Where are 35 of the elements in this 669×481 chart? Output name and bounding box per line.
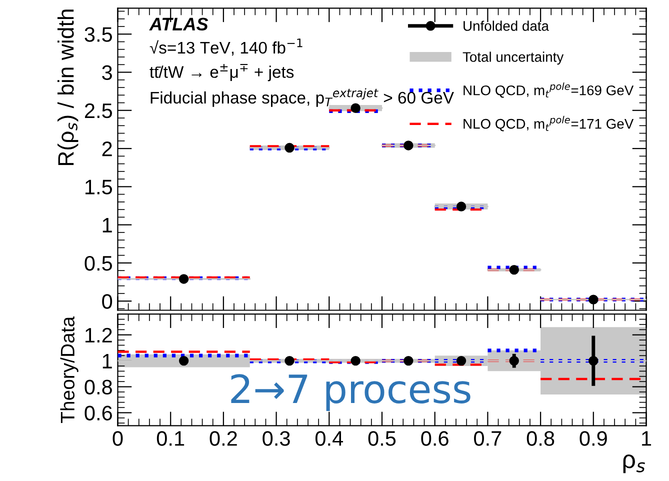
x-tick-label: 0.1 — [156, 431, 184, 446]
x-tick-label: 0 — [112, 431, 123, 446]
y-tick-label: 3 — [102, 65, 112, 80]
x-tick-label: 0.8 — [526, 431, 554, 446]
x-tick-label: 0.9 — [580, 431, 607, 446]
y-tick-label: 0.6 — [84, 406, 112, 420]
annotation: 2→7 process — [231, 374, 470, 412]
x-tick-label: 0.2 — [210, 431, 237, 446]
x-tick-label: 0.3 — [262, 431, 290, 446]
x-tick-label: 1 — [642, 431, 652, 446]
y-tick-label: 1.2 — [86, 328, 112, 342]
legend-label: Total uncertainty — [462, 52, 564, 65]
y-axis-title: R(ρ$_{s}$) / bin width — [57, 10, 78, 166]
x-tick-label: 0.4 — [315, 431, 344, 446]
annotation: tt̄/tW → e$^{±}$μ$^{∓}$ + jets — [150, 64, 294, 82]
y-tick-label: 0.5 — [84, 256, 112, 271]
y-tick-label: 1.5 — [86, 180, 112, 194]
legend-label: NLO QCD, m$_{t}$$^{pole}$=169 GeV — [464, 82, 634, 98]
x-tick-label: 0.5 — [368, 431, 396, 446]
annotation: √s=13 TeV, 140 fb$^{−1}$ — [150, 38, 302, 56]
y-tick-label: 2 — [102, 142, 112, 156]
y-tick-label: 3.5 — [84, 27, 112, 42]
legend-label: NLO QCD, m$_{t}$$^{pole}$=171 GeV — [464, 116, 634, 132]
annotation: ATLAS — [149, 18, 208, 30]
y-axis-title: Theory/Data — [60, 316, 78, 423]
legend-label: Unfolded data — [464, 20, 549, 31]
x-tick-label: 0.7 — [474, 431, 502, 446]
y-tick-label: 1 — [102, 218, 112, 232]
y-tick-label: 1 — [102, 354, 112, 368]
y-tick-label: 2.5 — [84, 103, 112, 118]
y-tick-label: 0 — [102, 294, 112, 309]
x-axis-title: ρ$_{s}$ — [623, 454, 645, 474]
y-tick-label: 0.8 — [84, 380, 112, 395]
x-tick-label: 0.6 — [421, 431, 448, 446]
annotation: Fiducial phase space, p$_{T}$$^{extrajet}$ > 60 GeV — [150, 88, 454, 107]
